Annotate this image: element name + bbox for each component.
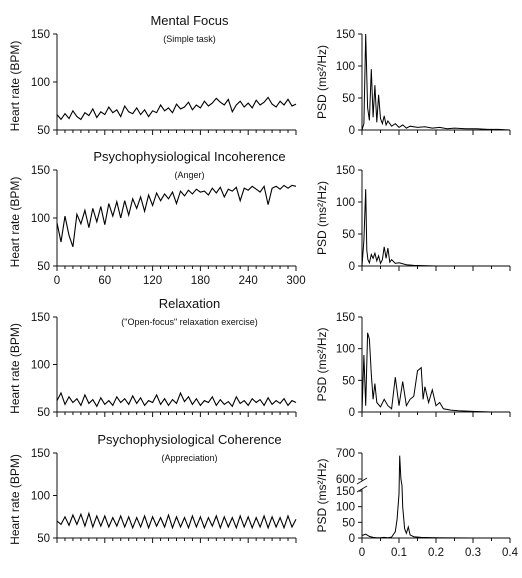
heart-rate-panel-2: Psychophysiological Incoherence (Anger) 50… <box>8 149 306 287</box>
heart-rate-panel-4: Psychophysiological Coherence (Appreciati… <box>8 432 297 545</box>
y-tick-label: 100 <box>31 213 50 225</box>
y-tick-label: 50 <box>342 93 355 105</box>
heart-rate-trace <box>56 511 297 530</box>
y-tick-label: 50 <box>342 229 355 241</box>
heart-rate-trace <box>56 184 297 247</box>
x-tick-label: 120 <box>143 275 162 287</box>
psd-panel-1: 0 50 100 150 PSD (ms²/Hz) <box>315 29 511 137</box>
y-axis-label: PSD (ms²/Hz) <box>315 459 329 533</box>
x-tick-label: 300 <box>286 275 305 287</box>
panel-subtitle: (Appreciation) <box>161 453 217 463</box>
x-tick-label: 240 <box>239 275 258 287</box>
y-tick-label: 0 <box>349 261 355 273</box>
y-tick-label: 100 <box>336 197 355 209</box>
y-tick-label: 100 <box>31 491 50 503</box>
x-tick-label: 180 <box>191 275 210 287</box>
y-tick-label: 50 <box>37 407 50 419</box>
psd-curve <box>361 33 511 131</box>
y-tick-label: 100 <box>336 502 355 514</box>
panel-title: Psychophysiological Coherence <box>97 432 281 447</box>
y-tick-label: 150 <box>336 165 355 177</box>
psd-curve <box>361 455 510 539</box>
y-axis-label: PSD (ms²/Hz) <box>315 181 329 255</box>
heart-rate-trace <box>56 391 297 408</box>
y-axis-label: Heart rate (BPM) <box>8 323 22 414</box>
psd-curve <box>361 189 510 267</box>
heart-rate-panel-1: Mental Focus (Simple task) 50 100 150 Heart r… <box>8 13 297 137</box>
y-tick-label: 700 <box>336 448 355 460</box>
axis-break-mark <box>356 477 368 485</box>
psd-panel-2: 0 50 100 150 PSD (ms²/Hz) <box>315 165 511 273</box>
y-tick-label: 100 <box>31 77 50 89</box>
panel-subtitle: (Simple task) <box>163 34 216 44</box>
psd-curve <box>361 332 510 413</box>
y-tick-label: 50 <box>37 533 50 545</box>
y-tick-label: 100 <box>31 360 50 372</box>
y-axis-label: PSD (ms²/Hz) <box>315 45 329 119</box>
x-tick-label: 0.4 <box>502 547 519 559</box>
x-tick-label: 0.1 <box>391 547 407 559</box>
panel-subtitle: (Anger) <box>174 170 204 180</box>
panel-title: Relaxation <box>159 296 220 311</box>
y-axis-label: Heart rate (BPM) <box>8 454 22 545</box>
psd-panel-3: 0 50 100 150 PSD (ms²/Hz) <box>315 312 511 419</box>
y-tick-label: 0 <box>349 407 355 419</box>
y-axis-label: Heart rate (BPM) <box>8 41 22 132</box>
y-tick-label: 50 <box>37 261 50 273</box>
y-tick-label: 150 <box>336 312 355 324</box>
y-axis-label: PSD (ms²/Hz) <box>315 328 329 402</box>
panel-title: Psychophysiological Incoherence <box>93 149 285 164</box>
y-tick-label: 150 <box>31 312 50 324</box>
x-tick-label: 0 <box>359 547 365 559</box>
heart-rate-panel-3: Relaxation ("Open-focus" relaxation exerc… <box>8 296 297 419</box>
y-tick-label: 150 <box>336 486 355 498</box>
y-tick-label: 150 <box>31 165 50 177</box>
y-tick-label: 150 <box>31 448 50 460</box>
heart-rate-trace <box>56 96 297 121</box>
x-tick-label: 0.3 <box>465 547 481 559</box>
panel-title: Mental Focus <box>150 13 229 28</box>
x-tick-label: 0.2 <box>428 547 444 559</box>
y-tick-label: 600 <box>336 474 355 486</box>
y-tick-label: 100 <box>336 61 355 73</box>
y-axis-label: Heart rate (BPM) <box>8 177 22 268</box>
y-tick-label: 50 <box>37 125 50 137</box>
y-tick-label: 150 <box>336 29 355 41</box>
y-tick-label: 100 <box>336 344 355 356</box>
y-tick-label: 50 <box>342 375 355 387</box>
panel-subtitle: ("Open-focus" relaxation exercise) <box>121 317 257 327</box>
y-tick-label: 0 <box>349 125 355 137</box>
x-tick-label: 60 <box>98 275 111 287</box>
y-tick-label: 50 <box>342 517 355 529</box>
x-tick-label: 0 <box>54 275 60 287</box>
y-tick-label: 150 <box>31 29 50 41</box>
y-tick-label: 0 <box>349 533 355 545</box>
